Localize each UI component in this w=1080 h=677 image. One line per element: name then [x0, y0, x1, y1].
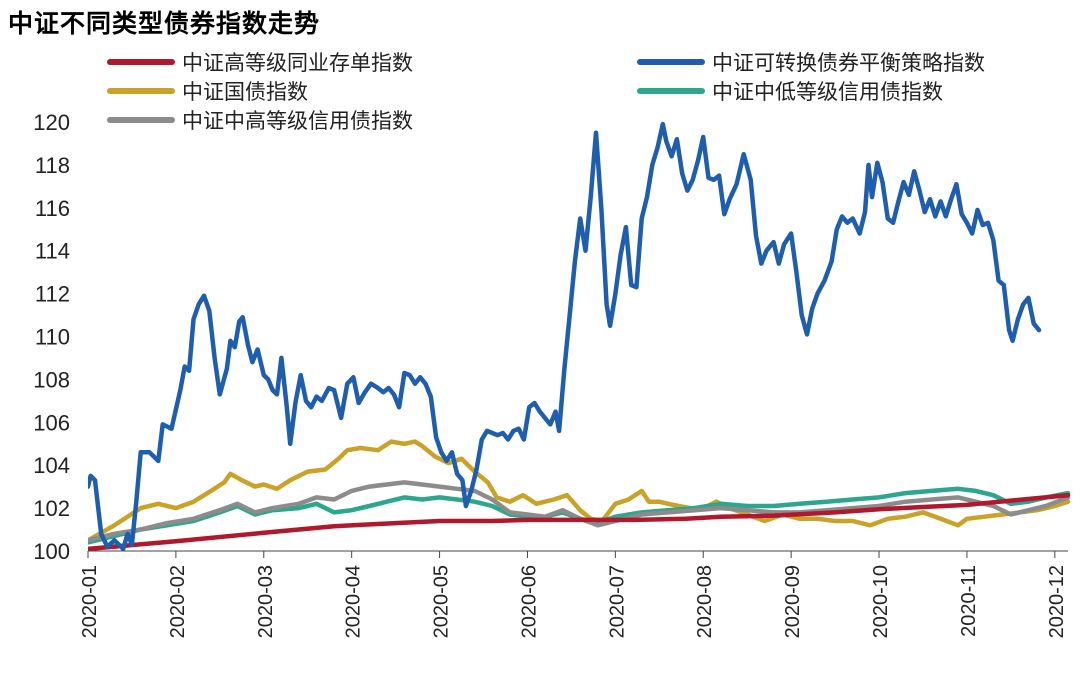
- y-tick-label: 120: [33, 110, 70, 135]
- y-tick-label: 110: [35, 325, 70, 350]
- legend-label: 中证高等级同业存单指数: [182, 51, 413, 75]
- x-tick-label: 2020-06: [518, 565, 540, 638]
- series-line-2: [88, 439, 1071, 543]
- y-tick-label: 118: [35, 153, 70, 178]
- x-tick-label: 2020-07: [606, 565, 628, 638]
- y-tick-label: 104: [33, 453, 70, 478]
- x-tick-label: 2020-10: [870, 565, 892, 638]
- legend-label: 中证可转换债券平衡策略指数: [712, 51, 985, 75]
- series-line-0: [88, 492, 1071, 551]
- y-tick-label: 116: [35, 196, 70, 221]
- y-axis-ticks: 100 102 104 106 108 110 112 114 116 118 120: [33, 110, 70, 564]
- y-tick-label: 106: [33, 410, 70, 435]
- y-tick-label: 100: [33, 539, 70, 564]
- legend-label: 中证国债指数: [182, 80, 308, 104]
- legend-label: 中证中高等级信用债指数: [182, 109, 413, 133]
- series-line-1: [88, 121, 1042, 551]
- x-tick-label: 2020-09: [782, 565, 804, 638]
- y-tick-label: 112: [35, 282, 70, 307]
- x-tick-label: 2020-03: [255, 565, 277, 638]
- x-tick-label: 2020-01: [79, 565, 101, 638]
- x-tick-label: 2020-08: [694, 565, 716, 638]
- y-tick-label: 108: [33, 367, 70, 392]
- x-tick-label: 2020-11: [958, 565, 980, 637]
- x-axis-ticks: 2020-01 2020-02 2020-03 2020-04 2020-05 2020-…: [79, 551, 1068, 638]
- series-line-4: [88, 480, 1071, 543]
- y-tick-label: 114: [35, 239, 70, 264]
- x-tick-label: 2020-04: [343, 565, 365, 638]
- y-tick-label: 102: [33, 496, 70, 521]
- x-tick-label: 2020-02: [167, 565, 189, 638]
- legend-label: 中证中低等级信用债指数: [712, 80, 943, 104]
- chart-title: 中证不同类型债券指数走势: [8, 9, 321, 38]
- x-tick-label: 2020-05: [431, 565, 453, 638]
- x-tick-label: 2020-12: [1046, 565, 1068, 638]
- series-layer: [88, 121, 1071, 551]
